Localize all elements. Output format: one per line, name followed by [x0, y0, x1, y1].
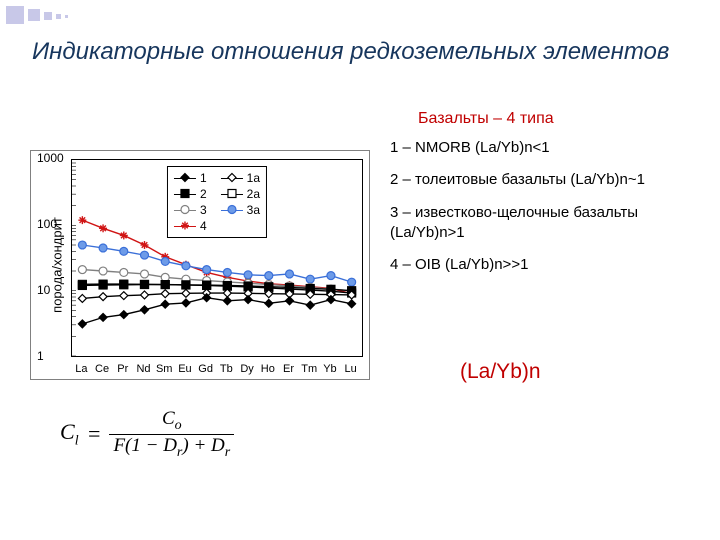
chart-legend: 1 1a 2 2a 3 3a 4: [167, 166, 267, 238]
ratio-label: (La/Yb)n: [460, 360, 541, 384]
ytick: 100: [37, 217, 57, 231]
xtick: Tb: [220, 363, 233, 375]
legend-item: 3: [174, 203, 207, 217]
legend-item: [221, 219, 260, 233]
legend-item: 2: [174, 187, 207, 201]
formula-lhs: Cl: [60, 419, 79, 449]
xtick: Nd: [136, 363, 150, 375]
xtick: Ce: [95, 363, 109, 375]
ree-chart: порода/хондрит 1 1a 2 2a 3 3a 4 1 10 100 1000 La C…: [30, 150, 370, 380]
subtitle: Базальты – 4 типа: [418, 110, 554, 128]
xtick: Dy: [240, 363, 253, 375]
formula: Cl = Co F(1 − Dr) + Dr: [60, 408, 234, 461]
xtick: Pr: [117, 363, 128, 375]
page-title: Индикаторные отношения редкоземельных эл…: [32, 38, 688, 67]
basalt-type-4: 4 – OIB (La/Yb)n>>1: [390, 255, 702, 275]
xtick: Sm: [156, 363, 173, 375]
xtick: Ho: [261, 363, 275, 375]
legend-item: 1: [174, 171, 207, 185]
legend-item: 2a: [221, 187, 260, 201]
basalt-type-2: 2 – толеитовые базальты (La/Yb)n~1: [390, 170, 702, 190]
xtick: Lu: [345, 363, 357, 375]
legend-item: 3a: [221, 203, 260, 217]
xtick: Gd: [198, 363, 213, 375]
xtick: La: [75, 363, 87, 375]
formula-fraction: Co F(1 − Dr) + Dr: [109, 408, 234, 461]
chart-plot-area: 1 1a 2 2a 3 3a 4: [71, 159, 363, 357]
formula-eq: =: [87, 421, 102, 447]
basalt-type-1: 1 – NMORB (La/Yb)n<1: [390, 138, 702, 158]
chart-ylabel: порода/хондрит: [49, 217, 64, 313]
legend-item: 1a: [221, 171, 260, 185]
corner-decor: [6, 6, 126, 26]
ytick: 1: [37, 349, 44, 363]
ytick: 10: [37, 283, 50, 297]
ytick: 1000: [37, 151, 64, 165]
xtick: Yb: [323, 363, 336, 375]
basalt-type-list: 1 – NMORB (La/Yb)n<1 2 – толеитовые база…: [390, 138, 702, 287]
xtick: Er: [283, 363, 294, 375]
xtick: Tm: [301, 363, 317, 375]
basalt-type-3: 3 – известково-щелочные базальты (La/Yb)…: [390, 203, 702, 244]
legend-item: 4: [174, 219, 207, 233]
xtick: Eu: [178, 363, 191, 375]
